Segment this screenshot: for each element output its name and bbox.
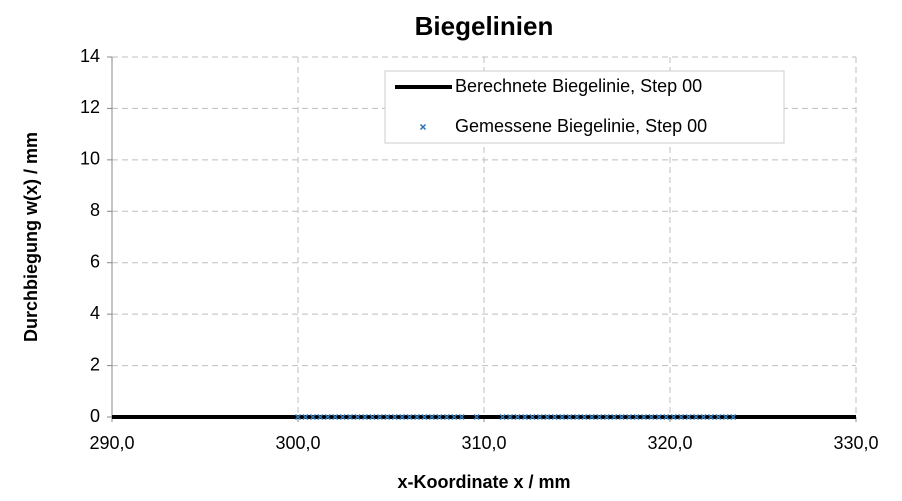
data-point <box>588 413 595 421</box>
data-point <box>499 413 506 421</box>
data-point <box>707 413 714 421</box>
data-point <box>670 413 677 421</box>
data-point <box>384 413 391 421</box>
data-point <box>324 413 331 421</box>
data-point <box>294 413 302 421</box>
data-point <box>573 413 581 421</box>
data-point <box>685 413 692 421</box>
data-point <box>309 413 316 421</box>
data-point <box>693 413 700 421</box>
data-point <box>655 413 662 421</box>
data-point <box>473 413 480 421</box>
data-point <box>339 413 346 421</box>
y-tick-label: 4 <box>90 303 100 323</box>
x-tick-label: 320,0 <box>647 433 692 453</box>
data-point <box>529 413 536 421</box>
data-point <box>436 413 443 421</box>
data-point <box>603 413 610 421</box>
legend-box <box>384 70 785 144</box>
y-tick-label: 14 <box>80 46 100 66</box>
data-point <box>369 413 376 421</box>
data-point <box>458 413 465 421</box>
data-point <box>347 413 354 421</box>
data-point <box>414 413 421 421</box>
data-point <box>559 413 566 421</box>
data-point <box>618 413 625 421</box>
data-point <box>722 413 729 421</box>
data-point <box>551 413 558 421</box>
x-tick-label: 310,0 <box>461 433 506 453</box>
data-point <box>640 413 647 421</box>
data-point <box>514 413 521 421</box>
x-tick-label: 290,0 <box>89 433 134 453</box>
data-point <box>633 413 640 421</box>
data-point <box>354 413 361 421</box>
data-point <box>361 413 368 421</box>
data-point <box>596 413 603 421</box>
data-point <box>317 413 324 421</box>
x-axis-title: x-Koordinate x / mm <box>397 472 570 492</box>
data-point <box>663 413 670 421</box>
data-point <box>443 413 450 421</box>
data-point <box>611 413 618 421</box>
y-tick-label: 6 <box>90 251 100 271</box>
legend-label: Gemessene Biegelinie, Step 00 <box>455 116 707 136</box>
data-point <box>428 413 435 421</box>
data-point <box>581 413 588 421</box>
x-tick-label: 300,0 <box>275 433 320 453</box>
data-point <box>421 413 428 421</box>
legend-swatch <box>419 123 427 131</box>
data-point <box>648 413 655 421</box>
data-point <box>451 413 458 421</box>
data-point <box>536 413 543 421</box>
y-tick-label: 8 <box>90 200 100 220</box>
y-tick-label: 12 <box>80 97 100 117</box>
y-tick-label: 2 <box>90 354 100 374</box>
x-tick-label: 330,0 <box>833 433 878 453</box>
data-point <box>376 413 383 421</box>
data-point <box>730 413 737 421</box>
data-point <box>521 413 528 421</box>
data-point <box>566 413 573 421</box>
data-point <box>399 413 406 421</box>
y-tick-label: 10 <box>80 149 100 169</box>
data-point <box>700 413 707 421</box>
y-tick-label: 0 <box>90 406 100 426</box>
chart-title: Biegelinien <box>415 11 554 41</box>
data-point <box>544 413 551 421</box>
legend-label: Berechnete Biegelinie, Step 00 <box>455 76 702 96</box>
data-point <box>715 413 722 421</box>
data-point <box>332 413 339 421</box>
data-point <box>626 413 633 421</box>
data-point <box>391 413 398 421</box>
data-point <box>507 413 514 421</box>
data-point <box>678 413 685 421</box>
y-axis-title: Durchbiegung w(x) / mm <box>21 132 41 342</box>
data-point <box>302 413 309 421</box>
data-point <box>406 413 413 421</box>
